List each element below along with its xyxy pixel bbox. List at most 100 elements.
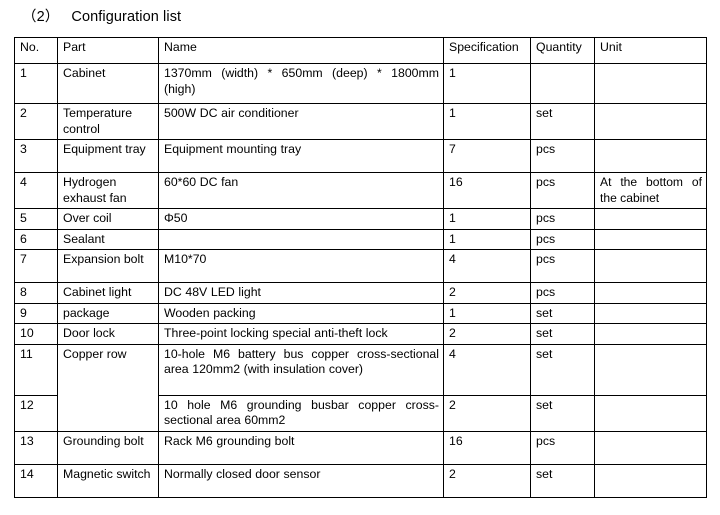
table-row: 6 Sealant 1 pcs bbox=[14, 228, 707, 250]
cell-no: 1 bbox=[14, 63, 58, 104]
cell-unit bbox=[594, 63, 707, 104]
cell-part: Cabinet light bbox=[57, 282, 159, 304]
cell-part: Hydrogen exhaust fan bbox=[57, 172, 159, 209]
cell-specification: 4 bbox=[443, 343, 531, 396]
cell-unit bbox=[594, 430, 707, 465]
column-header-part: Part bbox=[57, 37, 159, 64]
cell-part: Temperature control bbox=[57, 103, 159, 140]
cell-name: Rack M6 grounding bolt bbox=[158, 430, 444, 465]
cell-specification: 16 bbox=[443, 172, 531, 209]
cell-unit bbox=[594, 343, 707, 396]
cell-unit: At the bottom of the cabinet bbox=[594, 172, 707, 209]
cell-no: 6 bbox=[14, 228, 58, 250]
cell-no: 5 bbox=[14, 208, 58, 230]
column-header-unit: Unit bbox=[594, 37, 707, 64]
section-title: （2） Configuration list bbox=[22, 7, 181, 27]
column-header-specification: Specification bbox=[443, 37, 531, 64]
table-row: 3 Equipment tray Equipment mounting tray… bbox=[14, 139, 707, 173]
cell-specification: 2 bbox=[443, 463, 531, 498]
cell-quantity: pcs bbox=[530, 139, 595, 173]
cell-quantity: set bbox=[530, 463, 595, 498]
cell-specification: 7 bbox=[443, 139, 531, 173]
cell-quantity: set bbox=[530, 394, 595, 432]
cell-part: Sealant bbox=[57, 228, 159, 250]
cell-part: Over coil bbox=[57, 208, 159, 230]
column-header-no: No. bbox=[14, 37, 58, 64]
cell-name: Φ50 bbox=[158, 208, 444, 230]
cell-no: 13 bbox=[14, 430, 58, 465]
cell-no: 2 bbox=[14, 103, 58, 140]
cell-part-merged: Copper row bbox=[57, 343, 159, 432]
cell-name: DC 48V LED light bbox=[158, 282, 444, 304]
cell-name: M10*70 bbox=[158, 249, 444, 283]
cell-specification: 2 bbox=[443, 323, 531, 345]
cell-quantity: pcs bbox=[530, 282, 595, 304]
section-title-text: Configuration list bbox=[71, 9, 182, 25]
cell-name: Normally closed door sensor bbox=[158, 463, 444, 498]
cell-quantity: pcs bbox=[530, 430, 595, 465]
cell-unit bbox=[594, 249, 707, 283]
table-row: 9 package Wooden packing 1 set bbox=[14, 302, 707, 324]
cell-part: Grounding bolt bbox=[57, 430, 159, 465]
cell-no: 4 bbox=[14, 172, 58, 209]
cell-unit bbox=[594, 323, 707, 345]
cell-specification: 1 bbox=[443, 103, 531, 140]
cell-specification: 2 bbox=[443, 282, 531, 304]
cell-name: Equipment mounting tray bbox=[158, 139, 444, 173]
cell-specification: 1 bbox=[443, 208, 531, 230]
cell-name: 500W DC air conditioner bbox=[158, 103, 444, 140]
cell-quantity: pcs bbox=[530, 228, 595, 250]
cell-part: Magnetic switch bbox=[57, 463, 159, 498]
cell-name: 10 hole M6 grounding busbar copper cross… bbox=[158, 394, 444, 432]
column-header-quantity: Quantity bbox=[530, 37, 595, 64]
table-row: 2 Temperature control 500W DC air condit… bbox=[14, 103, 707, 140]
cell-no: 8 bbox=[14, 282, 58, 304]
cell-part: Door lock bbox=[57, 323, 159, 345]
table-row: 4 Hydrogen exhaust fan 60*60 DC fan 16 p… bbox=[14, 172, 707, 209]
cell-specification: 4 bbox=[443, 249, 531, 283]
cell-quantity: set bbox=[530, 343, 595, 396]
cell-no: 10 bbox=[14, 323, 58, 345]
cell-unit bbox=[594, 208, 707, 230]
cell-unit bbox=[594, 282, 707, 304]
cell-part: Expansion bolt bbox=[57, 249, 159, 283]
cell-unit bbox=[594, 228, 707, 250]
cell-quantity: set bbox=[530, 103, 595, 140]
cell-specification: 2 bbox=[443, 394, 531, 432]
configuration-table: No. Part Name Specification Quantity Uni… bbox=[14, 37, 707, 498]
cell-quantity: pcs bbox=[530, 172, 595, 209]
cell-quantity: pcs bbox=[530, 208, 595, 230]
table-row: 1 Cabinet 1370mm (width) * 650mm (deep) … bbox=[14, 63, 707, 104]
table-row: 8 Cabinet light DC 48V LED light 2 pcs bbox=[14, 282, 707, 304]
table-row: 12 10 hole M6 grounding busbar copper cr… bbox=[14, 394, 707, 432]
cell-no: 14 bbox=[14, 463, 58, 498]
cell-name: Three-point locking special anti-theft l… bbox=[158, 323, 444, 345]
table-row: 13 Grounding bolt Rack M6 grounding bolt… bbox=[14, 430, 707, 465]
cell-specification: 1 bbox=[443, 63, 531, 104]
cell-no: 12 bbox=[14, 394, 58, 432]
cell-unit bbox=[594, 103, 707, 140]
table-row: 14 Magnetic switch Normally closed door … bbox=[14, 463, 707, 498]
cell-name: Wooden packing bbox=[158, 302, 444, 324]
cell-quantity: set bbox=[530, 302, 595, 324]
cell-name: 10-hole M6 battery bus copper cross-sect… bbox=[158, 343, 444, 396]
cell-no: 3 bbox=[14, 139, 58, 173]
cell-no: 11 bbox=[14, 343, 58, 396]
cell-name: 60*60 DC fan bbox=[158, 172, 444, 209]
column-header-name: Name bbox=[158, 37, 444, 64]
cell-specification: 1 bbox=[443, 228, 531, 250]
cell-quantity: set bbox=[530, 323, 595, 345]
cell-quantity bbox=[530, 63, 595, 104]
cell-part: Equipment tray bbox=[57, 139, 159, 173]
cell-part: package bbox=[57, 302, 159, 324]
section-number: （2） bbox=[22, 9, 60, 25]
table-row: 11 Copper row 10-hole M6 battery bus cop… bbox=[14, 343, 707, 432]
cell-no: 7 bbox=[14, 249, 58, 283]
table-row: 7 Expansion bolt M10*70 4 pcs bbox=[14, 249, 707, 283]
cell-no: 9 bbox=[14, 302, 58, 324]
cell-specification: 1 bbox=[443, 302, 531, 324]
cell-unit bbox=[594, 394, 707, 432]
cell-specification: 16 bbox=[443, 430, 531, 465]
cell-name: 1370mm (width) * 650mm (deep) * 1800mm (… bbox=[158, 63, 444, 104]
